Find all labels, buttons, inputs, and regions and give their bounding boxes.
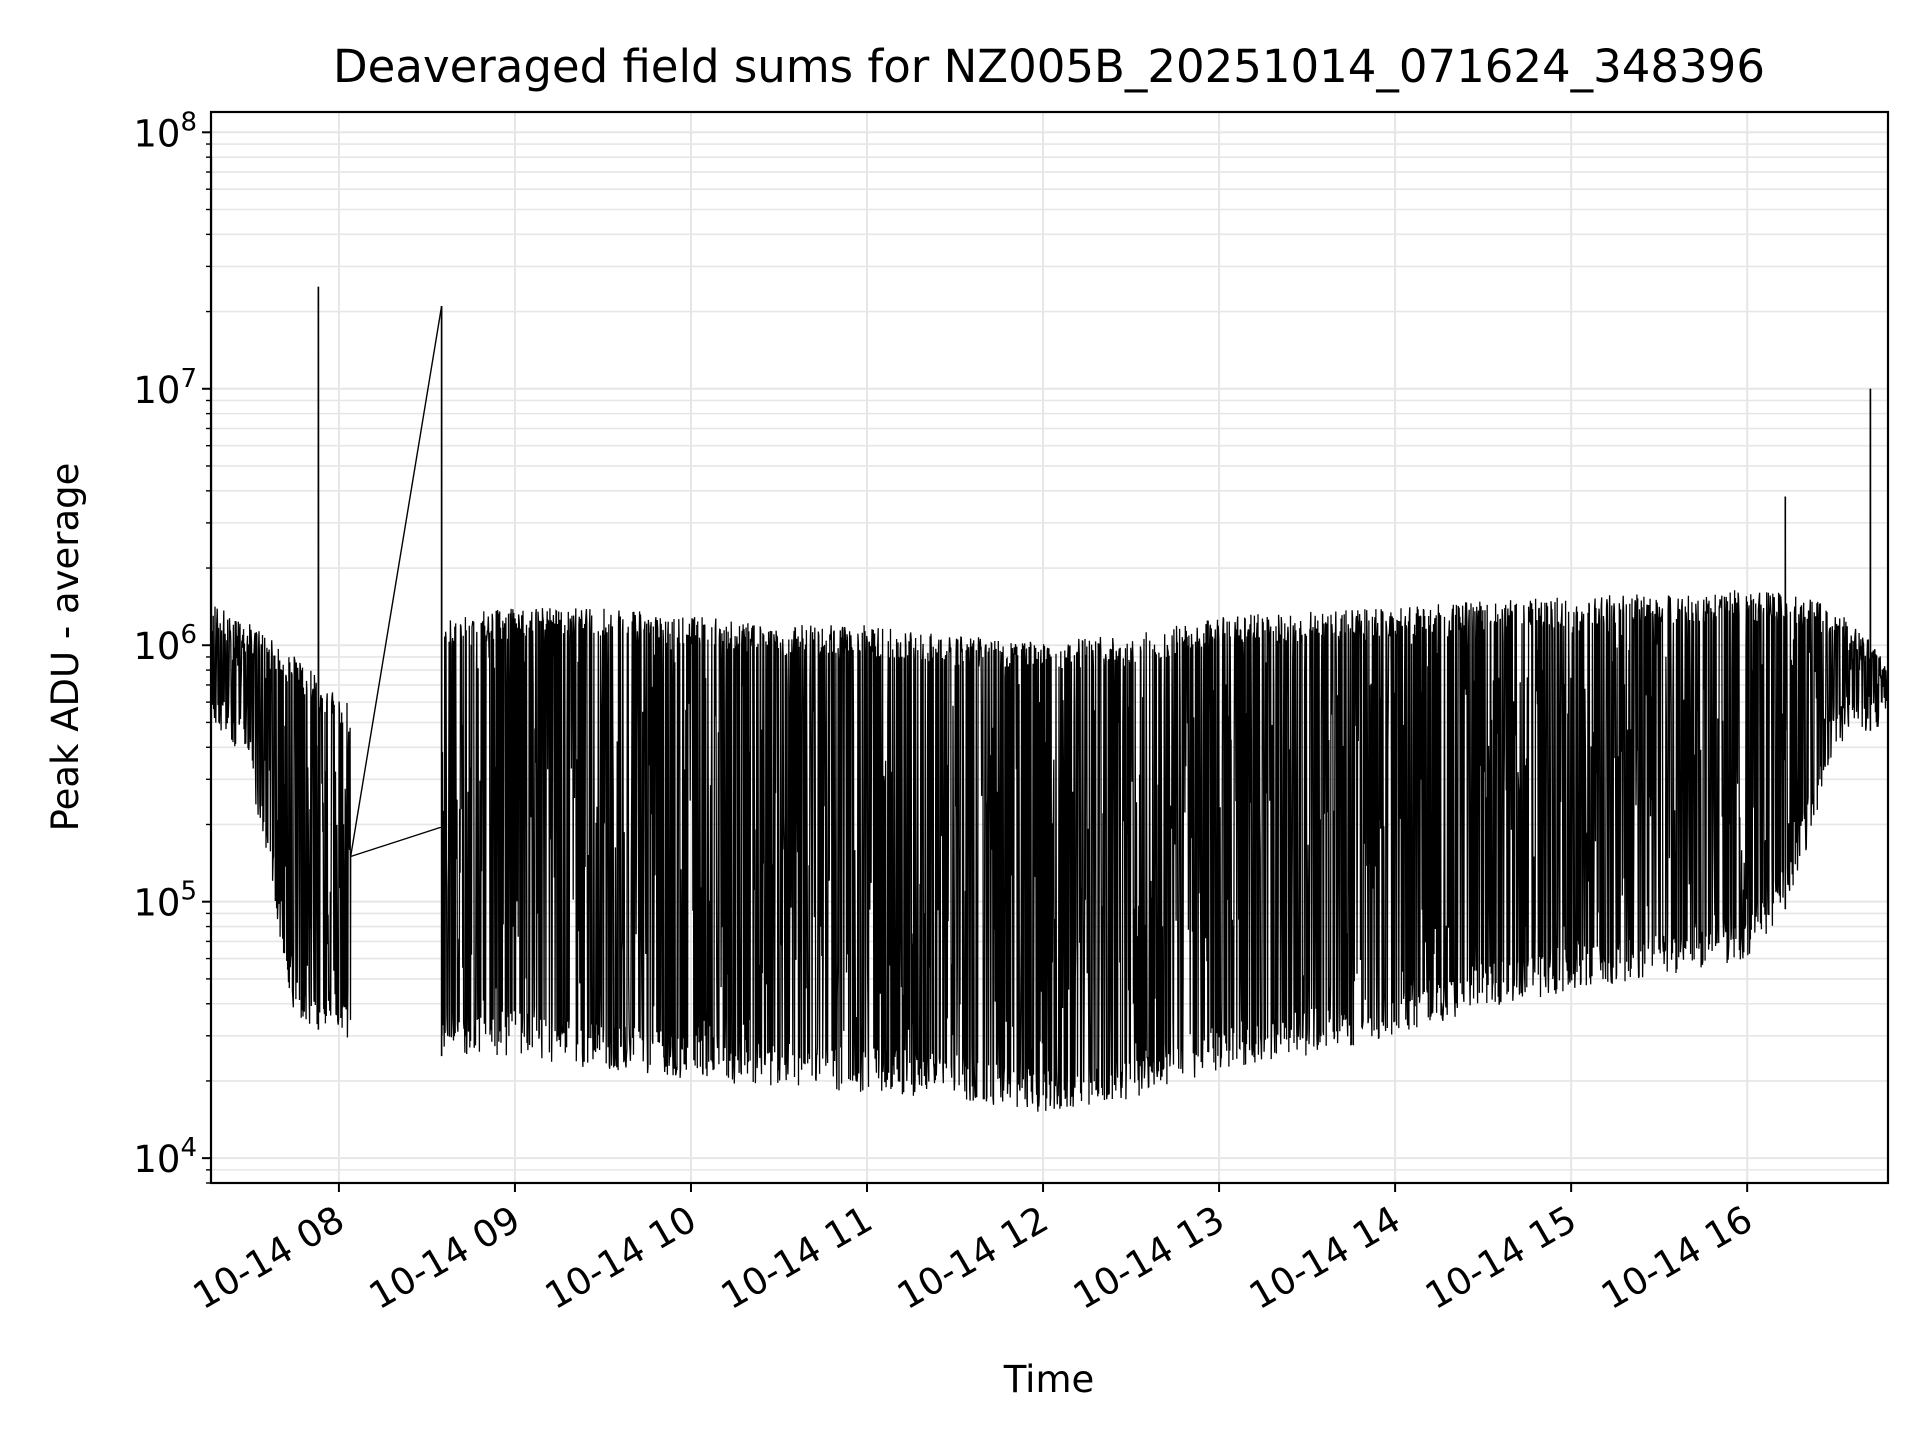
y-axis-label: Peak ADU - average (44, 463, 87, 832)
y-tick-label: 106 (133, 620, 197, 668)
plot-frame (209, 110, 1890, 1185)
y-axis: 104 105 106 107 108 (133, 107, 211, 1184)
y-tick-label: 104 (133, 1133, 197, 1181)
x-axis-label: Time (1003, 1358, 1095, 1401)
chart-title: Deaveraged field sums for NZ005B_2025101… (333, 40, 1765, 93)
plot-area (209, 110, 1890, 1185)
gap-connector (349, 306, 443, 857)
y-tick-label: 108 (133, 107, 197, 155)
y-tick-label: 107 (133, 364, 197, 412)
series-line (210, 157, 1889, 1112)
y-tick-label: 105 (133, 877, 197, 925)
